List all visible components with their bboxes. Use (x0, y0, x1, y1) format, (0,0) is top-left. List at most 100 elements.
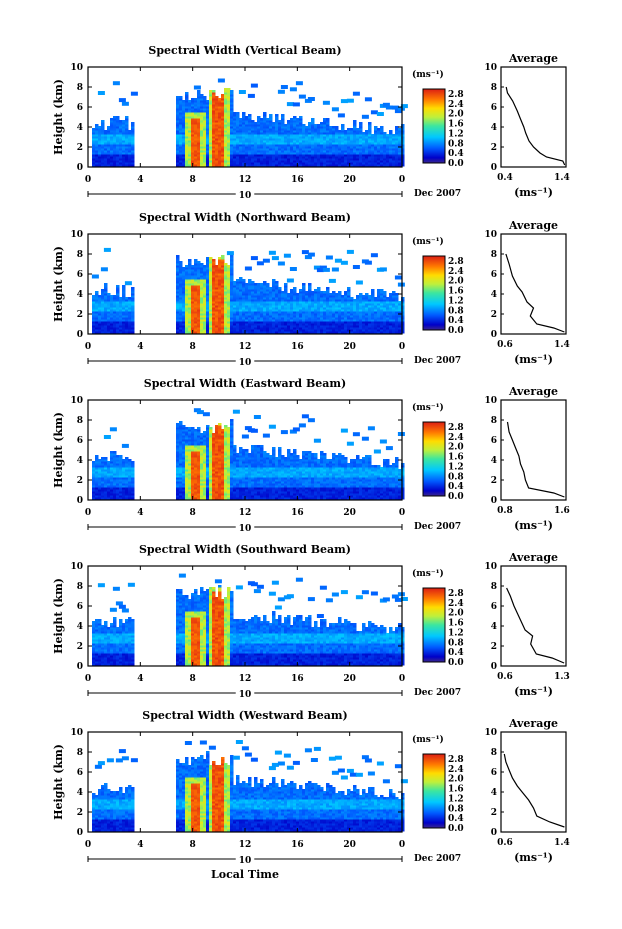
heatmap-cell (220, 323, 225, 326)
heatmap-cell (388, 317, 393, 320)
heatmap-cell (370, 150, 375, 153)
heatmap-cell (178, 128, 183, 131)
heatmap-cell (220, 116, 225, 119)
heatmap-cell (94, 148, 99, 151)
heatmap-cell (97, 150, 102, 153)
heatmap-cell (196, 311, 201, 314)
heatmap-cell (190, 138, 195, 141)
heatmap-cell (397, 307, 402, 310)
heatmap-cell (244, 122, 249, 125)
heatmap-cell (175, 303, 180, 306)
heatmap-cell (181, 104, 186, 107)
heatmap-cell (106, 309, 111, 312)
heatmap-cell (199, 323, 204, 326)
heatmap-cell (292, 291, 297, 294)
heatmap-cell (298, 317, 303, 320)
heatmap-cell (376, 313, 381, 316)
heatmap-cell (181, 321, 186, 324)
heatmap-cell (205, 309, 210, 312)
heatmap-cell (106, 469, 111, 472)
heatmap-cell (199, 267, 204, 270)
heatmap-cell (280, 142, 285, 145)
heatmap-cell (301, 295, 306, 298)
heatmap-cell (109, 136, 114, 139)
heatmap-cell (196, 150, 201, 153)
heatmap-cell (322, 152, 327, 155)
heatmap-cell (349, 309, 354, 312)
average-profile-line (505, 253, 565, 333)
heatmap-cell (223, 102, 228, 105)
heatmap-cell (229, 331, 234, 334)
heatmap-cell (130, 142, 135, 145)
heatmap-cell (304, 329, 309, 332)
heatmap-cell (292, 102, 300, 107)
heatmap-cell (229, 267, 234, 270)
heatmap-cell (274, 305, 279, 308)
heatmap-cell (292, 136, 297, 139)
heatmap-cell (112, 483, 117, 486)
heatmap-cell (193, 98, 198, 101)
heatmap-cell (334, 162, 339, 165)
heatmap-cell (187, 130, 192, 133)
heatmap-cell (265, 309, 270, 312)
heatmap-cell (196, 307, 201, 310)
heatmap-cell (199, 325, 204, 328)
heatmap-cell (274, 118, 279, 121)
heatmap-cell (265, 142, 270, 145)
heatmap-cell (115, 124, 120, 127)
heatmap-cell (187, 112, 192, 115)
heatmap-cell (187, 269, 192, 272)
heatmap-cell (220, 273, 225, 276)
heatmap-cell (346, 249, 354, 254)
heatmap-cell (199, 285, 204, 288)
heatmap-cell (94, 321, 99, 324)
heatmap-cell (100, 481, 105, 484)
heatmap-cell (352, 162, 357, 165)
heatmap-cell (262, 140, 267, 143)
heatmap-cell (352, 142, 357, 145)
heatmap-cell (178, 148, 183, 151)
heatmap-cell (175, 154, 180, 157)
heatmap-cell (97, 473, 102, 476)
heatmap-cell (226, 150, 231, 153)
heatmap-cell (121, 491, 126, 494)
heatmap-cell (379, 160, 384, 163)
heatmap-cell (307, 327, 312, 330)
heatmap-cell (358, 150, 363, 153)
heatmap-cell (397, 309, 402, 312)
heatmap-cell (175, 100, 180, 103)
heatmap-cell (307, 156, 312, 159)
heatmap-cell (121, 162, 126, 165)
heatmap-cell (112, 475, 117, 478)
heatmap-cell (127, 138, 132, 141)
heatmap-cell (382, 132, 387, 135)
heatmap-cell (232, 291, 237, 294)
heatmap-cell (265, 289, 270, 292)
heatmap-cell (307, 152, 312, 155)
heatmap-cell (346, 140, 351, 143)
heatmap-cell (130, 287, 135, 290)
heatmap-cell (199, 297, 204, 300)
heatmap-cell (202, 132, 207, 135)
heatmap-cell (112, 305, 117, 308)
heatmap-cell (118, 305, 123, 308)
heatmap-cell (280, 126, 285, 129)
heatmap-cell (244, 311, 249, 314)
heatmap-cell (241, 291, 246, 294)
heatmap-cell (112, 150, 117, 153)
heatmap-cell (289, 154, 294, 157)
heatmap-cell (208, 146, 213, 149)
heatmap-cell (286, 301, 291, 304)
heatmap-cell (109, 148, 114, 151)
heatmap-cell (235, 152, 240, 155)
heatmap-cell (397, 136, 402, 139)
heatmap-cell (235, 122, 240, 125)
heatmap-cell (130, 134, 135, 137)
heatmap-cell (244, 132, 249, 135)
heatmap-cell (355, 317, 360, 320)
heatmap-cell (331, 126, 336, 129)
heatmap-cell (124, 136, 129, 139)
heatmap-cell (238, 150, 243, 153)
heatmap-cell (112, 122, 117, 125)
heatmap-cell (184, 267, 189, 270)
